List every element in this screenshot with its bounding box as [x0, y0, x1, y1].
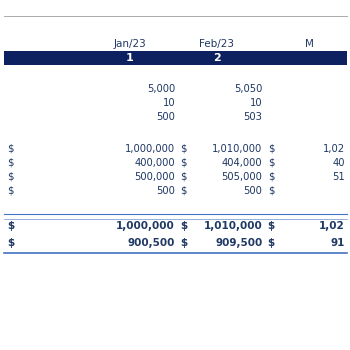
Text: 500: 500 [156, 112, 175, 122]
Text: 40: 40 [332, 158, 345, 168]
Text: $: $ [180, 144, 187, 154]
Text: 404,000: 404,000 [222, 158, 262, 168]
FancyBboxPatch shape [4, 51, 346, 65]
Text: $: $ [180, 221, 188, 231]
Text: $: $ [7, 238, 14, 248]
Text: $: $ [268, 221, 275, 231]
Text: 91: 91 [330, 238, 345, 248]
Text: $: $ [7, 221, 14, 231]
Text: $: $ [268, 172, 274, 182]
Text: 1,000,000: 1,000,000 [125, 144, 175, 154]
Text: 1,02: 1,02 [319, 221, 345, 231]
Text: M: M [305, 39, 314, 49]
Text: $: $ [180, 186, 187, 196]
Text: 500,000: 500,000 [134, 172, 175, 182]
Text: 10: 10 [250, 98, 262, 108]
Text: 5,000: 5,000 [147, 84, 175, 94]
Text: $: $ [180, 172, 187, 182]
Text: 500: 500 [156, 186, 175, 196]
Text: 2: 2 [213, 53, 221, 63]
Text: 1: 1 [126, 53, 133, 63]
Text: $: $ [7, 158, 14, 168]
Text: 5,050: 5,050 [234, 84, 262, 94]
Text: 10: 10 [162, 98, 175, 108]
Text: 400,000: 400,000 [134, 158, 175, 168]
Text: 1,02: 1,02 [323, 144, 345, 154]
Text: $: $ [180, 158, 187, 168]
Text: 900,500: 900,500 [128, 238, 175, 248]
Text: 1,000,000: 1,000,000 [116, 221, 175, 231]
Text: Feb/23: Feb/23 [199, 39, 234, 49]
Text: 909,500: 909,500 [215, 238, 262, 248]
Text: 1,010,000: 1,010,000 [212, 144, 262, 154]
Text: 1,010,000: 1,010,000 [204, 221, 262, 231]
Text: $: $ [7, 172, 14, 182]
Text: $: $ [268, 238, 275, 248]
Text: $: $ [268, 158, 274, 168]
Text: $: $ [268, 186, 274, 196]
Text: $: $ [7, 186, 14, 196]
Text: 51: 51 [332, 172, 345, 182]
Text: 503: 503 [244, 112, 262, 122]
Text: $: $ [180, 238, 188, 248]
Text: 500: 500 [244, 186, 262, 196]
Text: 505,000: 505,000 [222, 172, 262, 182]
Text: $: $ [268, 144, 274, 154]
Text: Jan/23: Jan/23 [113, 39, 146, 49]
Text: $: $ [7, 144, 14, 154]
